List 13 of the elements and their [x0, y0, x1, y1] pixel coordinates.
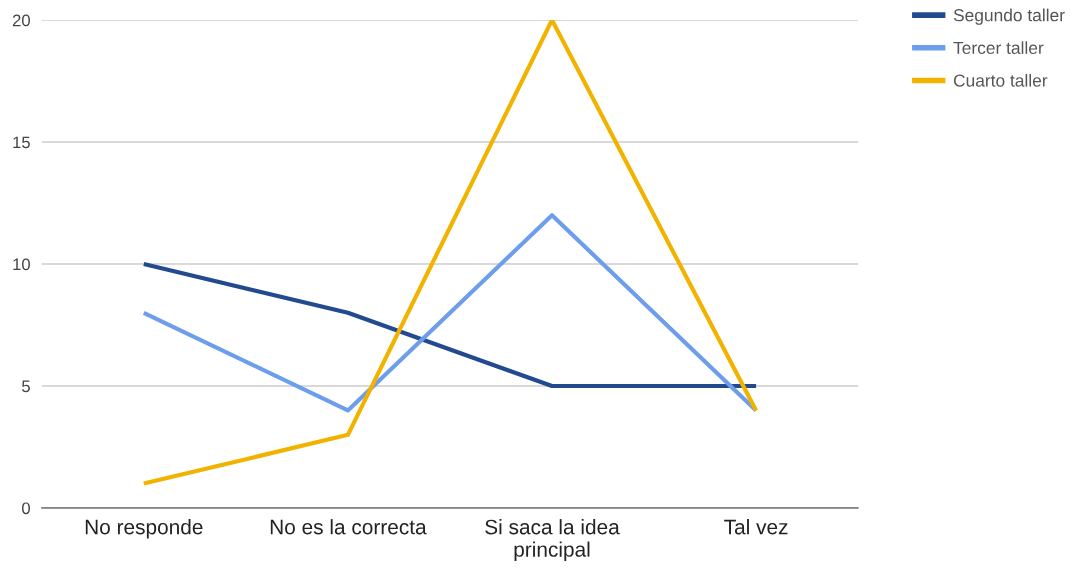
legend-label: Tercer taller	[953, 41, 1044, 55]
line-series	[141, 20, 759, 486]
legend-label: Segundo taller	[953, 8, 1065, 25]
y-tick-label: 15	[13, 136, 30, 149]
legend-label: Cuarto taller	[953, 73, 1048, 87]
y-tick-label: 5	[22, 380, 30, 393]
x-tick-label: No es la correcta	[270, 519, 427, 535]
x-tick-label: Tal vez	[724, 519, 788, 535]
y-tick-label: 0	[22, 502, 30, 515]
y-tick-label: 20	[12, 14, 30, 27]
y-tick-label: 10	[13, 258, 30, 271]
x-tick-label: No responde	[85, 519, 203, 539]
x-tick-label: Si saca la idea principal	[485, 519, 620, 561]
